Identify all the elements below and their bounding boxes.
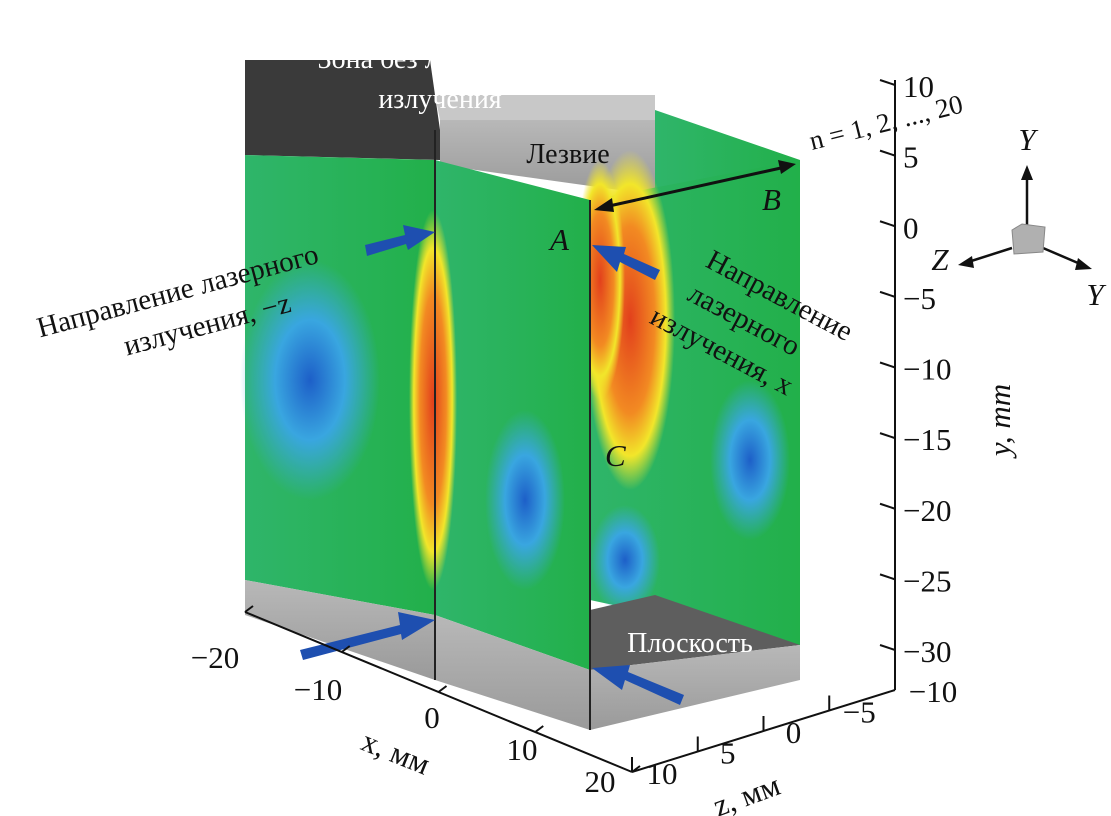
y-tick-label: −25 bbox=[903, 563, 951, 598]
y-tick bbox=[879, 432, 896, 440]
z-tick-label: 5 bbox=[720, 736, 736, 771]
y-tick-label: −5 bbox=[903, 281, 936, 316]
cube-icon bbox=[1011, 223, 1046, 255]
y-tick bbox=[879, 573, 896, 581]
triad-left-line bbox=[964, 246, 1013, 265]
no-laser-zone-label-2: излучения bbox=[378, 84, 501, 115]
y-tick bbox=[879, 79, 896, 86]
y-tick bbox=[879, 361, 896, 369]
x-tick-label: −10 bbox=[294, 672, 342, 707]
arrow-head-icon bbox=[594, 198, 614, 212]
y-tick bbox=[879, 502, 896, 510]
arrow-head-icon bbox=[778, 160, 796, 174]
z-axis: 10 5 0 −5 −10 bbox=[631, 674, 957, 791]
arrow-head-icon bbox=[958, 256, 974, 268]
plane-front bbox=[590, 645, 800, 730]
no-laser-zone-label: Зона без лазерного bbox=[318, 44, 543, 75]
y-tick bbox=[879, 644, 896, 651]
plane-label: Плоскость bbox=[627, 628, 753, 659]
blade-top bbox=[435, 95, 655, 120]
n-range-label: n = 1, 2, ..., 20 bbox=[806, 89, 966, 156]
ab-arrow bbox=[599, 164, 791, 210]
x-tick-label: 0 bbox=[424, 700, 440, 735]
arrow-head-icon bbox=[1021, 165, 1033, 180]
y-axis-label: y, mm bbox=[982, 384, 1017, 459]
y-tick-label: −15 bbox=[903, 422, 951, 457]
triad-right-label: Y bbox=[1086, 277, 1106, 312]
z-axis-label: z, мм bbox=[708, 767, 784, 816]
y-tick-label: 0 bbox=[903, 210, 919, 245]
y-axis: 10 5 0 −5 −10 −15 −20 −25 −30 bbox=[879, 69, 951, 690]
x-tick-label: 20 bbox=[585, 764, 616, 799]
z-tick-label: 10 bbox=[647, 756, 678, 791]
cold-region-left bbox=[240, 260, 380, 500]
x-tick bbox=[437, 685, 448, 693]
y-tick bbox=[879, 220, 896, 228]
cold-region-middle bbox=[485, 410, 565, 590]
x-tick bbox=[244, 605, 254, 613]
triad-left-label: Z bbox=[931, 242, 949, 277]
arrow-head-icon bbox=[1075, 258, 1092, 270]
point-b-label: B bbox=[762, 182, 781, 217]
left-gray-base bbox=[245, 580, 435, 680]
cold-region-right bbox=[710, 380, 790, 540]
z-tick-label: 0 bbox=[786, 715, 802, 750]
y-tick-label: 10 bbox=[903, 69, 934, 104]
arrow-icon bbox=[592, 245, 660, 280]
x-tick bbox=[534, 725, 544, 733]
x-tick-label: −20 bbox=[191, 640, 239, 675]
arrow-icon bbox=[365, 225, 435, 256]
no-laser-zone-face bbox=[245, 60, 440, 160]
hot-region-left bbox=[409, 210, 457, 590]
x-tick-label: 10 bbox=[507, 732, 538, 767]
z-tick-label: −10 bbox=[909, 674, 957, 709]
x-axis: −20 −10 0 10 20 bbox=[191, 605, 641, 799]
y-tick bbox=[879, 290, 896, 298]
y-tick bbox=[879, 149, 896, 157]
y-tick-label: −20 bbox=[903, 493, 951, 528]
x-tick bbox=[341, 645, 351, 653]
y-tick-label: 5 bbox=[903, 140, 919, 175]
laser-arrows bbox=[300, 225, 684, 705]
y-tick-label: −30 bbox=[903, 634, 951, 669]
middle-gray-base bbox=[435, 615, 590, 730]
y-tick-label: −10 bbox=[903, 352, 951, 387]
point-c-label: C bbox=[605, 438, 626, 473]
triad-up-label: Y bbox=[1018, 122, 1038, 157]
point-a-label: A bbox=[548, 222, 570, 257]
z-tick-label: −5 bbox=[843, 695, 876, 730]
blade-label: Лезвие bbox=[526, 139, 609, 170]
cold-region-bottom bbox=[590, 505, 660, 615]
arrow-icon bbox=[592, 665, 684, 705]
